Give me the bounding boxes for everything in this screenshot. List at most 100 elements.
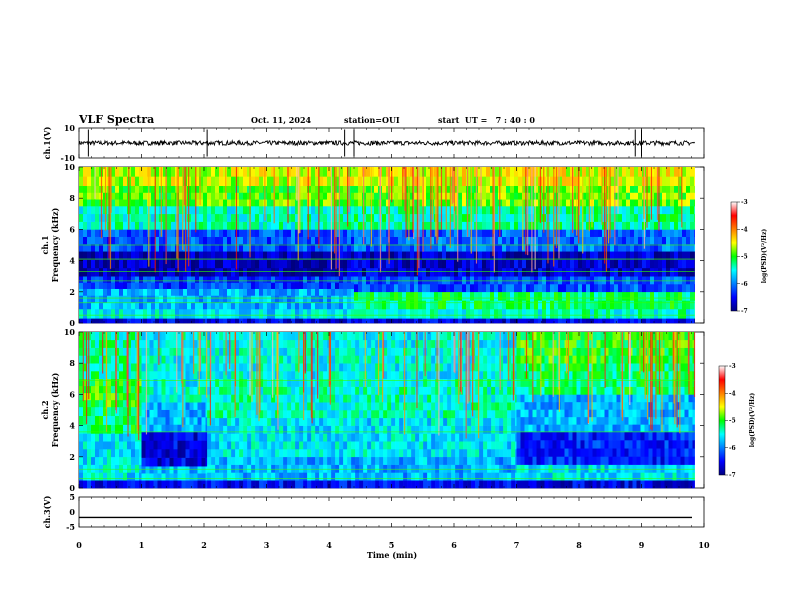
spectrogram-cell bbox=[343, 318, 348, 324]
spectrogram-cell bbox=[522, 300, 527, 310]
spectrogram-cell bbox=[450, 221, 455, 230]
spectrogram-cell bbox=[243, 236, 248, 245]
spectrogram-cell bbox=[227, 402, 232, 411]
spectrogram-cell bbox=[291, 347, 296, 356]
spectrogram-cell bbox=[223, 251, 228, 260]
spectrogram-cell bbox=[654, 267, 659, 277]
spectrogram-cell bbox=[311, 243, 316, 252]
spectrogram-cell bbox=[454, 251, 459, 260]
spectrogram-cell bbox=[185, 402, 190, 410]
spectrogram-cell bbox=[582, 229, 587, 237]
spectrogram-cell bbox=[175, 282, 180, 289]
spectrogram-cell bbox=[151, 229, 156, 237]
spectrogram-cell bbox=[410, 276, 415, 285]
spectrogram-cell bbox=[574, 259, 579, 269]
spectrogram-cell bbox=[189, 466, 194, 474]
spectrogram-cell bbox=[179, 176, 184, 187]
spectrogram-cell bbox=[390, 300, 395, 310]
spectrogram-cell bbox=[462, 176, 467, 187]
spectrogram-cell bbox=[578, 276, 583, 285]
spectrogram-cell bbox=[83, 363, 88, 372]
spectrogram-cell bbox=[650, 176, 655, 187]
spectrogram-cell bbox=[243, 417, 248, 426]
spectrogram-cell bbox=[470, 267, 475, 277]
spectrogram-cell bbox=[558, 185, 563, 193]
spectrogram-cell bbox=[319, 213, 324, 222]
spectrogram-cell bbox=[351, 347, 356, 356]
spectrogram-cell bbox=[231, 276, 236, 283]
spectrogram-cell bbox=[255, 243, 260, 252]
spectrogram-cell bbox=[335, 251, 340, 260]
spectrogram-cell bbox=[378, 276, 383, 285]
spectrogram-cell bbox=[418, 318, 423, 324]
spectrogram-cell bbox=[193, 402, 198, 410]
spectrogram-cell bbox=[363, 480, 368, 489]
spectrogram-cell bbox=[185, 394, 190, 403]
spectrogram-cell bbox=[323, 276, 328, 283]
spectrogram-cell bbox=[554, 291, 559, 301]
spectrogram-cell bbox=[490, 185, 495, 193]
spectrogram-cell bbox=[566, 206, 571, 215]
spectrogram-cell bbox=[422, 236, 427, 245]
spectrogram-cell bbox=[271, 417, 276, 426]
spectrogram-cell bbox=[402, 291, 407, 301]
spectrogram-cell bbox=[203, 308, 208, 319]
spectrogram-cell bbox=[95, 185, 100, 193]
spectrogram-cell bbox=[538, 284, 543, 293]
spectrogram-cell bbox=[189, 378, 194, 387]
spectrogram-cell bbox=[243, 192, 248, 200]
spectrogram-cell bbox=[414, 243, 419, 252]
spectrogram-cell bbox=[163, 288, 168, 296]
spectrogram-cell bbox=[295, 221, 300, 230]
spectrogram-streak bbox=[185, 167, 187, 272]
spectrogram-cell bbox=[586, 167, 591, 177]
spectrogram-streak bbox=[534, 167, 536, 270]
spectrogram-cell bbox=[654, 185, 659, 193]
spectrogram-cell bbox=[205, 417, 208, 425]
spectrogram-cell bbox=[79, 302, 84, 310]
spectrogram-cell bbox=[103, 480, 108, 489]
spectrogram-cell bbox=[354, 308, 359, 319]
spectrogram-cell bbox=[219, 295, 224, 303]
spectrogram-cell bbox=[131, 355, 136, 364]
spectrogram-cell bbox=[251, 259, 256, 269]
spectrogram-cell bbox=[311, 185, 316, 193]
spectrogram-cell bbox=[223, 259, 228, 269]
spectrogram-cell bbox=[183, 318, 188, 324]
spectrogram-cell bbox=[534, 206, 539, 215]
spectrogram-cell bbox=[630, 284, 635, 293]
spectrogram-cell bbox=[646, 267, 651, 277]
spectrogram-cell bbox=[478, 300, 483, 310]
spectrogram-cell bbox=[271, 456, 276, 465]
spectrogram-cell bbox=[422, 192, 427, 200]
spectrogram-cell bbox=[598, 267, 603, 277]
spectrogram-cell bbox=[550, 192, 555, 200]
spectrogram-cell bbox=[434, 251, 439, 260]
spectrogram-cell bbox=[598, 291, 603, 301]
spectrogram-streak bbox=[643, 167, 645, 219]
spectrogram-cell bbox=[173, 440, 178, 450]
spectrogram-cell bbox=[103, 229, 108, 237]
spectrogram-cell bbox=[347, 259, 352, 269]
spectrogram-cell bbox=[131, 433, 136, 442]
spectrogram-cell bbox=[319, 417, 324, 426]
spectrogram-cell bbox=[79, 392, 84, 401]
spectrogram-cell bbox=[223, 347, 228, 356]
spectrogram-cell bbox=[251, 456, 256, 465]
spectrogram-cell bbox=[127, 472, 132, 481]
spectrogram-cell bbox=[311, 456, 316, 465]
spectrogram-cell bbox=[291, 378, 296, 387]
spectrogram-cell bbox=[115, 472, 120, 481]
spectrogram-cell bbox=[394, 176, 399, 187]
spectrogram-cell bbox=[247, 441, 252, 450]
spectrogram-cell bbox=[590, 291, 595, 301]
spectrogram-cell bbox=[402, 199, 407, 207]
spectrogram-cell bbox=[370, 206, 375, 215]
spectrogram-cell bbox=[418, 251, 423, 260]
spectrogram-cell bbox=[339, 449, 344, 458]
spectrogram-cell bbox=[586, 199, 591, 207]
spectrogram-streak bbox=[437, 167, 439, 240]
spectrogram-cell bbox=[279, 236, 284, 245]
spectrogram-cell bbox=[554, 318, 559, 324]
spectrogram-cell bbox=[291, 456, 296, 465]
